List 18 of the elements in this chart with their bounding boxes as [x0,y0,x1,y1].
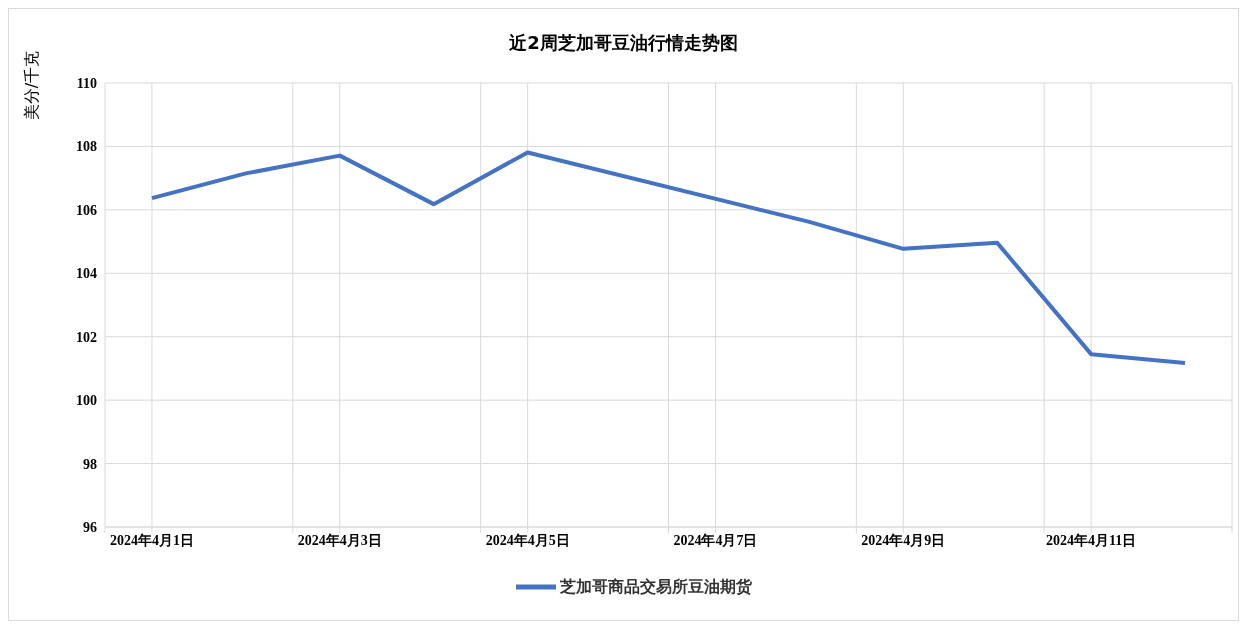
y-tick-label: 110 [76,75,97,91]
legend-label: 芝加哥商品交易所豆油期货 [559,576,752,596]
x-tick-label: 2024年4月5日 [485,532,570,548]
x-tick-label: 2024年4月7日 [673,532,758,548]
x-tick-label: 2024年4月1日 [109,532,194,548]
x-tick-label: 2024年4月3日 [297,532,382,548]
y-axis-title: 美分/千克 [22,50,43,120]
chart-title: 近2周芝加哥豆油行情走势图 [509,32,738,53]
line-series [149,150,1188,366]
y-tick-label: 98 [83,456,97,472]
y-tick-label: 102 [76,329,97,345]
y-tick-label: 100 [76,393,97,409]
y-tick-label: 106 [76,202,97,218]
x-tick-label: 2024年4月9日 [861,532,946,548]
y-tick-label: 96 [83,519,97,535]
y-tick-label: 104 [76,266,97,282]
y-tick-label: 108 [76,139,97,155]
x-tick-label: 2024年4月11日 [1046,532,1137,548]
